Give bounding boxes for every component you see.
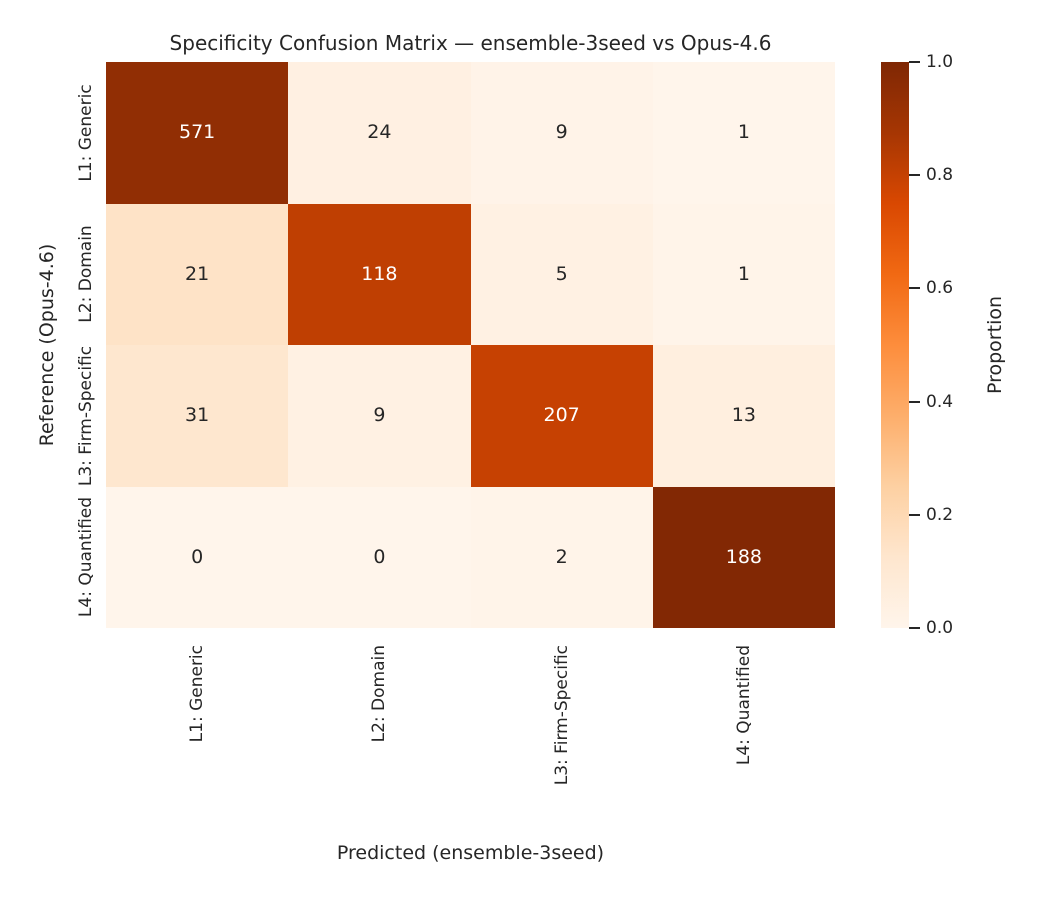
x-tick-label-text: L3: Firm-Specific	[551, 645, 572, 786]
cell-value: 571	[178, 121, 216, 144]
colorbar-tick-label-0: 0.0	[926, 618, 954, 638]
heatmap-cell-r0c1: 24	[288, 62, 471, 204]
cell-value: 24	[367, 121, 392, 144]
heatmap-cell-r3c3: 188	[652, 486, 835, 628]
cell-value: 207	[543, 404, 580, 427]
heatmap-cell-r2c2: 207	[470, 345, 653, 487]
cell-value: 13	[731, 404, 756, 427]
colorbar-tick-label-3: 0.6	[926, 278, 954, 299]
colorbar-tick-label-4: 0.8	[926, 165, 954, 186]
cell-value: 2	[555, 545, 568, 568]
x-tick-label-text: L4: Quantified	[733, 645, 754, 766]
cell-value: 0	[373, 545, 386, 568]
cell-value: 9	[373, 404, 386, 427]
colorbar-tick-label-1: 0.2	[926, 504, 954, 525]
x-axis-label: Predicted (ensemble-3seed)	[336, 842, 605, 864]
cell-value: 31	[185, 404, 210, 427]
colorbar-tick-0	[909, 627, 920, 629]
heatmap-cell-r3c0: 0	[106, 486, 289, 628]
heatmap-cell-r2c0: 31	[106, 345, 289, 487]
cell-value: 5	[555, 262, 568, 285]
colorbar-tick-label-5: 1.0	[926, 52, 954, 72]
colorbar-tick-2	[909, 400, 920, 403]
y-tick-label-text: L3: Firm-Specific	[76, 345, 96, 486]
chart-title: Specificity Confusion Matrix — ensemble-…	[169, 31, 772, 55]
heatmap-cell-r0c3: 1	[652, 62, 835, 204]
cell-value: 21	[185, 262, 210, 285]
heatmap-grid: 571 24 9 1 21 118 5 1 31 9 207 13 0 0 2 188	[106, 62, 835, 628]
y-tick-label-text: L2: Domain	[76, 225, 96, 323]
heatmap-cell-r3c2: 2	[470, 486, 653, 628]
colorbar-tick-3	[909, 287, 920, 290]
colorbar-gradient	[881, 62, 909, 628]
heatmap-cell-r0c0: 571	[106, 62, 289, 204]
heatmap-cell-r2c1: 9	[288, 345, 471, 487]
cell-value: 118	[361, 262, 398, 285]
cell-value: 9	[555, 121, 568, 144]
heatmap-cell-r3c1: 0	[288, 486, 471, 628]
colorbar-tick-1	[909, 513, 920, 516]
colorbar-label-text: Proportion	[984, 295, 1006, 395]
colorbar-tick-label-2: 0.4	[926, 391, 954, 412]
heatmap-cell-r1c0: 21	[106, 203, 289, 345]
y-tick-label-text: L1: Generic	[76, 84, 96, 182]
cell-value: 1	[737, 121, 750, 144]
heatmap-cell-r0c2: 9	[470, 62, 653, 204]
x-tick-label-text: L1: Generic	[187, 645, 208, 743]
cell-value: 1	[737, 262, 750, 285]
colorbar-tick-5	[909, 61, 920, 63]
cell-value: 188	[725, 545, 762, 568]
y-axis-label-text: Reference (Opus-4.6)	[36, 243, 58, 447]
colorbar-tick-4	[909, 174, 920, 177]
heatmap-cell-r2c3: 13	[652, 345, 835, 487]
cell-value: 0	[191, 545, 204, 568]
y-tick-label-text: L4: Quantified	[76, 497, 96, 618]
x-tick-label-text: L2: Domain	[369, 645, 390, 743]
heatmap-cell-r1c1: 118	[288, 203, 471, 345]
heatmap-cell-r1c3: 1	[652, 203, 835, 345]
heatmap-cell-r1c2: 5	[470, 203, 653, 345]
